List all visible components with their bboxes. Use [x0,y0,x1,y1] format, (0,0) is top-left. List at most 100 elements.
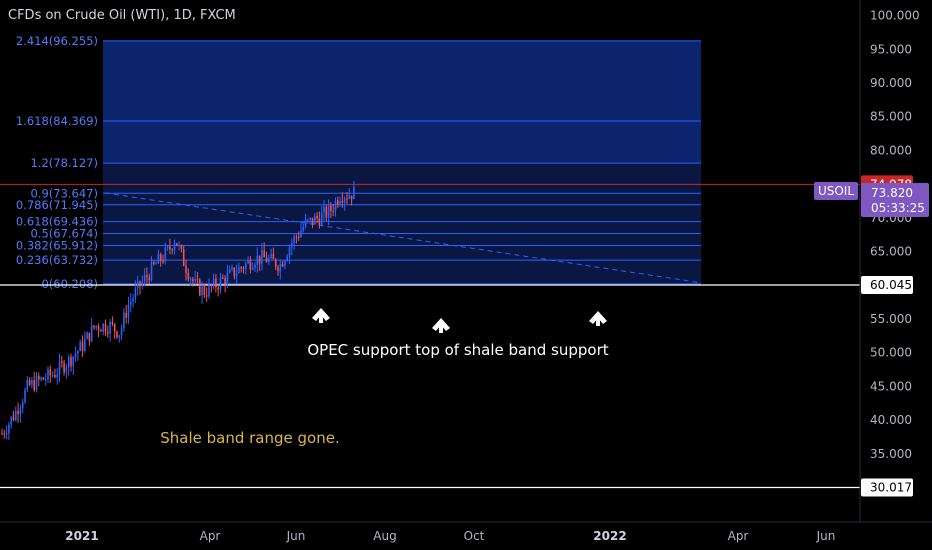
candle-body [26,380,29,390]
fib-level-label: 0.618(69.436) [16,215,98,229]
candle-body [146,275,148,277]
fib-level-label: 0.382(65.912) [16,238,98,252]
candle-body [65,367,68,373]
candle-body [201,286,203,296]
candle-body [173,243,176,251]
candle-body [58,361,61,375]
candle-body [125,312,127,318]
candle-body [8,424,10,434]
time-axis[interactable]: 2021 Apr Jun Aug Oct 2022 Apr Jun [65,529,835,543]
up-arrow-shaft [439,324,443,333]
candle-body [67,356,70,368]
candle-body [72,356,75,367]
candle-body [254,264,256,268]
candle-body [353,186,355,200]
candle-body [265,257,268,263]
chart-title: CFDs on Crude Oil (WTI), 1D, FXCM [8,8,236,23]
fibonacci-zones [103,40,701,284]
candle-body [343,198,346,203]
candle-body [332,211,334,213]
candle-body [217,287,219,290]
price-tag-box [861,478,913,497]
candle-body [109,321,111,334]
candle-body [42,377,45,380]
candles [1,180,355,441]
candle-body [251,267,254,270]
candle-body [132,298,134,302]
candle-body [258,255,261,264]
candle-body [277,267,279,272]
fib-level-label: 0(60.208) [41,277,98,291]
candle-body [77,351,79,354]
price-tick-label: 35.000 [870,447,912,461]
candle-body [44,379,47,381]
price-tag-label: 30.017 [870,480,912,494]
fib-zone [103,193,701,205]
candle-body [274,259,277,268]
candle-body [293,236,295,244]
candle-body [178,245,180,247]
price-tick-label: 40.000 [870,413,912,427]
time-tick-label: Apr [200,529,221,543]
fib-zone [103,163,701,194]
symbol-badge [814,182,858,200]
candle-body [97,325,100,331]
candle-body [123,312,125,329]
candle-body [268,257,270,263]
time-tick-label: Aug [373,529,396,543]
candle-body [15,410,17,421]
candle-body [17,410,19,415]
candle-body [81,341,84,351]
candle-body [350,195,353,200]
candle-body [205,295,208,297]
candle-body [300,230,302,238]
candle-body [307,219,309,221]
candle-body [263,250,265,258]
candle-body [130,301,132,305]
fib-zone [103,221,701,234]
candle-body [157,254,160,264]
candle-body [334,200,337,212]
price-tick-label: 95.000 [870,42,912,56]
candle-body [297,236,300,238]
candle-body [49,369,52,376]
candle-body [164,247,167,262]
candle-body [93,325,95,328]
fib-level-label: 0.9(73.647) [30,186,98,200]
candle-body [90,325,93,342]
candle-body [141,281,144,287]
candle-body [245,263,247,270]
candle-body [51,374,54,376]
fib-zone [103,245,701,261]
candle-body [226,272,229,285]
candle-body [104,323,107,333]
candle-body [222,277,224,279]
time-tick-label: Jun [816,529,836,543]
candle-body [88,332,91,342]
candle-body [330,205,332,212]
candle-body [61,361,63,363]
candle-body [159,254,162,261]
candle-body [231,267,233,270]
candle-body [107,332,109,334]
up-arrow-shaft [319,314,323,323]
candle-body [100,330,102,332]
fibonacci-labels: 2.414(96.255) 1.618(84.369) 1.2(78.127) 0.9… [16,34,98,291]
price-badge[interactable]: USOIL 73.820 05:33:25 [814,182,929,217]
candle-body [127,304,130,318]
fib-zone [103,40,701,121]
fib-level-label: 0.236(63.732) [16,253,98,267]
candle-body [3,433,6,435]
candle-body [148,276,150,281]
candle-body [323,206,325,213]
candle-body [47,369,49,380]
candle-body [24,389,26,403]
candle-body [153,261,155,264]
candle-body [304,219,307,227]
price-tick-label: 80.000 [870,143,912,157]
candle-body [5,433,8,435]
fibonacci-levels [103,40,701,285]
candle-body [337,200,339,205]
candle-body [187,273,190,280]
